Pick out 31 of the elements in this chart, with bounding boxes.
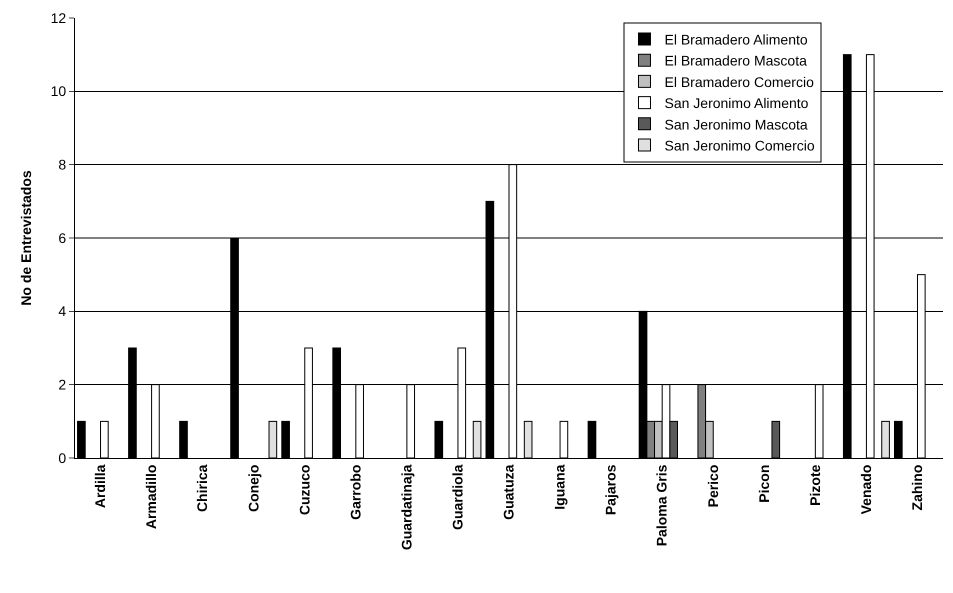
legend-label: El Bramadero Alimento bbox=[664, 31, 808, 48]
y-axis-title: No de Entrevistados bbox=[18, 170, 34, 306]
x-tick-label: Zahino bbox=[909, 464, 926, 510]
y-tick-label: 12 bbox=[50, 10, 66, 26]
x-tick-label: Guardiola bbox=[449, 464, 466, 530]
legend-label: San Jeronimo Mascota bbox=[664, 116, 808, 132]
x-tick-label: Ardilla bbox=[92, 464, 108, 508]
x-tick-label: Picon bbox=[756, 464, 772, 503]
x-tick-label: Venado bbox=[858, 464, 874, 514]
legend-label: San Jeronimo Alimento bbox=[664, 95, 809, 112]
x-tick-label: Iguana bbox=[552, 464, 568, 510]
x-tick-label: Guardatinaja bbox=[398, 464, 414, 550]
legend-label: San Jeronimo Comercio bbox=[664, 137, 815, 154]
y-tick-label: 6 bbox=[58, 230, 66, 246]
y-tick-label: 8 bbox=[58, 156, 66, 173]
x-tick-label: Armadillo bbox=[143, 464, 160, 530]
x-tick-label: Perico bbox=[704, 464, 721, 508]
legend-label: El Bramadero Comercio bbox=[664, 74, 814, 90]
y-tick-label: 4 bbox=[58, 303, 66, 320]
y-tick-label: 2 bbox=[58, 376, 66, 393]
y-tick-label: 10 bbox=[50, 83, 66, 100]
x-tick-label: Cuzuco bbox=[296, 464, 312, 516]
x-tick-label: Chirica bbox=[194, 464, 210, 512]
x-tick-label: Pizote bbox=[806, 464, 823, 506]
x-tick-label: Guatuza bbox=[500, 464, 517, 520]
y-tick-label: 0 bbox=[58, 450, 66, 466]
x-tick-label: Garrobo bbox=[347, 464, 364, 520]
legend-label: El Bramadero Mascota bbox=[664, 52, 808, 69]
x-tick-label: Conejo bbox=[245, 464, 262, 512]
x-tick-label: Paloma Gris bbox=[654, 464, 670, 546]
x-tick-label: Pajaros bbox=[602, 464, 619, 516]
